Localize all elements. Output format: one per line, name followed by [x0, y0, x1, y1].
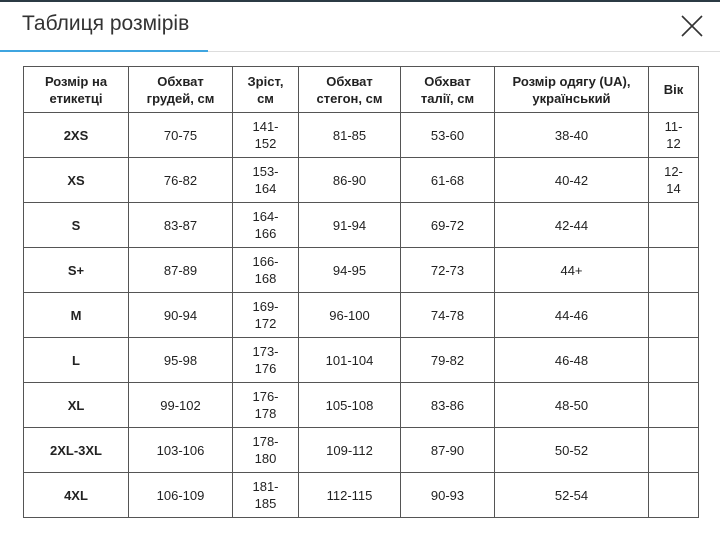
table-cell: 109-112 [298, 427, 401, 473]
table-cell: 91-94 [298, 202, 401, 248]
table-cell: 83-86 [400, 382, 495, 428]
table-cell: 48-50 [494, 382, 649, 428]
table-cell: 72-73 [400, 247, 495, 293]
table-cell: 86-90 [298, 157, 401, 203]
close-button[interactable] [680, 14, 704, 38]
table-row: M 90-94 169-172 96-100 74-78 44-46 [23, 292, 699, 338]
table-cell: 173-176 [232, 337, 299, 383]
table-cell: 69-72 [400, 202, 495, 248]
table-cell: 96-100 [298, 292, 401, 338]
table-row: XS 76-82 153-164 86-90 61-68 40-42 12-14 [23, 157, 699, 203]
table-row: L 95-98 173-176 101-104 79-82 46-48 [23, 337, 699, 383]
table-cell: 74-78 [400, 292, 495, 338]
table-cell: 90-93 [400, 472, 495, 518]
table-cell: 103-106 [128, 427, 233, 473]
header-cell: Розмір одягу (UA), український [494, 66, 649, 113]
empty-cell [648, 337, 699, 383]
table-cell: 105-108 [298, 382, 401, 428]
size-label: XS [23, 157, 129, 203]
empty-cell [648, 472, 699, 518]
size-label: M [23, 292, 129, 338]
table-cell: 95-98 [128, 337, 233, 383]
table-cell: 87-89 [128, 247, 233, 293]
header-cell: Обхват грудей, см [128, 66, 233, 113]
table-cell: 101-104 [298, 337, 401, 383]
table-cell: 166-168 [232, 247, 299, 293]
table-cell: 11-12 [648, 112, 699, 158]
table-cell: 153-164 [232, 157, 299, 203]
size-table: Розмір на етикетці Обхват грудей, см Зріст… [23, 66, 699, 518]
table-cell: 90-94 [128, 292, 233, 338]
table-cell: 40-42 [494, 157, 649, 203]
table-row: S+ 87-89 166-168 94-95 72-73 44+ [23, 247, 699, 293]
empty-cell [648, 247, 699, 293]
table-cell: 181-185 [232, 472, 299, 518]
table-row: 2XS 70-75 141-152 81-85 53-60 38-40 11-12 [23, 112, 699, 158]
size-label: L [23, 337, 129, 383]
table-cell: 46-48 [494, 337, 649, 383]
table-row: 2XL-3XL 103-106 178-180 109-112 87-90 50-52 [23, 427, 699, 473]
table-cell: 53-60 [400, 112, 495, 158]
size-label: 4XL [23, 472, 129, 518]
table-cell: 178-180 [232, 427, 299, 473]
header-cell: Вік [648, 66, 699, 113]
empty-cell [648, 382, 699, 428]
table-cell: 169-172 [232, 292, 299, 338]
table-cell: 61-68 [400, 157, 495, 203]
empty-cell [648, 202, 699, 248]
table-cell: 42-44 [494, 202, 649, 248]
table-cell: 38-40 [494, 112, 649, 158]
table-cell: 44-46 [494, 292, 649, 338]
header-cell: Обхват стегон, см [298, 66, 401, 113]
table-cell: 81-85 [298, 112, 401, 158]
size-label: XL [23, 382, 129, 428]
size-label: S+ [23, 247, 129, 293]
divider [0, 51, 720, 52]
table-cell: 76-82 [128, 157, 233, 203]
table-row: XL 99-102 176-178 105-108 83-86 48-50 [23, 382, 699, 428]
table-cell: 94-95 [298, 247, 401, 293]
table-cell: 87-90 [400, 427, 495, 473]
header-cell: Розмір на етикетці [23, 66, 129, 113]
table-cell: 12-14 [648, 157, 699, 203]
table-cell: 52-54 [494, 472, 649, 518]
table-row: 4XL 106-109 181-185 112-115 90-93 52-54 [23, 472, 699, 518]
table-cell: 176-178 [232, 382, 299, 428]
header-row: Розмір на етикетці Обхват грудей, см Зріст… [23, 66, 699, 113]
table-cell: 44+ [494, 247, 649, 293]
table-cell: 83-87 [128, 202, 233, 248]
size-label: S [23, 202, 129, 248]
table-cell: 79-82 [400, 337, 495, 383]
size-label: 2XL-3XL [23, 427, 129, 473]
header-cell: Обхват талії, см [400, 66, 495, 113]
table-cell: 112-115 [298, 472, 401, 518]
table-row: S 83-87 164-166 91-94 69-72 42-44 [23, 202, 699, 248]
table-cell: 70-75 [128, 112, 233, 158]
table-cell: 141-152 [232, 112, 299, 158]
table-cell: 50-52 [494, 427, 649, 473]
empty-cell [648, 427, 699, 473]
top-border [0, 0, 720, 2]
empty-cell [648, 292, 699, 338]
size-label: 2XS [23, 112, 129, 158]
table-cell: 106-109 [128, 472, 233, 518]
table-cell: 99-102 [128, 382, 233, 428]
modal-title: Таблиця розмірів [22, 12, 190, 35]
header-cell: Зріст, см [232, 66, 299, 113]
active-tab-underline [0, 50, 208, 52]
table-cell: 164-166 [232, 202, 299, 248]
